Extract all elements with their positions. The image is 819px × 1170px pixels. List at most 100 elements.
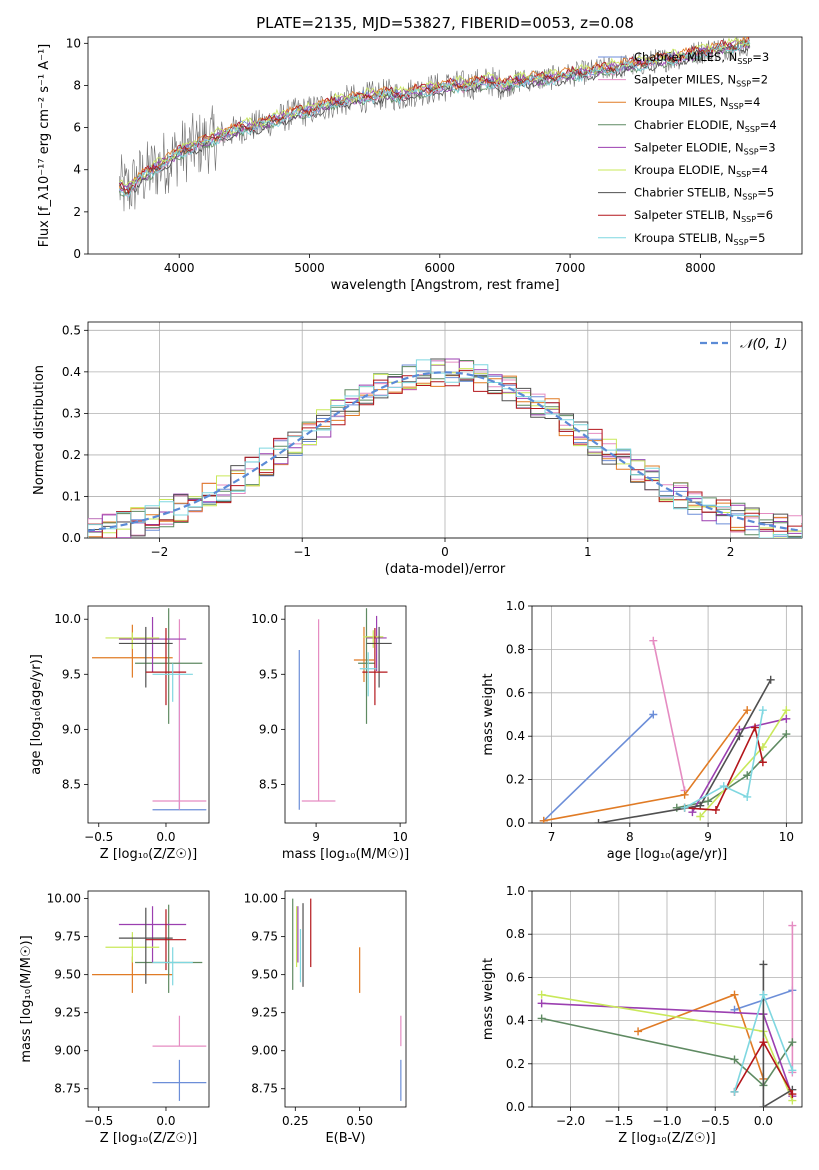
weight-marker <box>788 1066 797 1075</box>
weight-marker <box>719 782 728 791</box>
y-tick-label: 9.25 <box>54 1006 81 1020</box>
x-tick-label: 7000 <box>555 261 586 275</box>
y-tick-label: 9.5 <box>62 667 81 681</box>
axes-frame <box>87 36 803 255</box>
x-tick-label: 0.25 <box>282 1114 309 1128</box>
y-tick-label: 8 <box>73 78 81 92</box>
y-tick-label: 9.25 <box>251 1006 278 1020</box>
x-tick-label: 8 <box>626 830 634 844</box>
x-axis-label: E(B-V) <box>325 1131 365 1146</box>
axes-frame <box>284 605 407 824</box>
mass-vs-Z-chart: −0.5 0.0 8.75 9.00 9.25 9.50 9.75 10.00 Z [log₁₀… <box>19 890 210 1146</box>
weight-marker <box>711 805 720 814</box>
weight-marker <box>766 675 775 684</box>
y-tick-label: 9.75 <box>251 930 278 944</box>
y-tick-label: 0.8 <box>506 642 525 656</box>
y-tick-label: 0.6 <box>506 686 525 700</box>
weight-marker <box>743 792 752 801</box>
y-tick-label: 0.4 <box>62 365 81 379</box>
y-tick-label: 1.0 <box>506 599 525 613</box>
x-axis-label: age [log₁₀(age/yr)] <box>607 847 728 862</box>
weight-line-salpeter-stelib <box>684 725 764 811</box>
weight-marker <box>735 732 744 741</box>
y-tick-label: 8.5 <box>259 777 278 791</box>
mass-vs-ebv-chart: 0.25 0.50 8.75 9.00 9.25 9.50 9.75 10.00 E(B-V) <box>244 890 407 1146</box>
legend-label: Salpeter ELODIE, NSSP=3 <box>634 140 776 156</box>
y-tick-label: 0.2 <box>506 773 525 787</box>
weight-marker <box>649 710 658 719</box>
y-axis-label: mass [log₁₀(M/M☉)] <box>19 935 34 1062</box>
axes-frame <box>284 890 407 1108</box>
y-tick-label: 10.00 <box>244 892 278 906</box>
weight-marker <box>782 706 791 715</box>
x-tick-label: −2.0 <box>556 1114 585 1128</box>
model-line-kroupa-elodie <box>119 37 751 186</box>
weight-marker <box>537 990 546 999</box>
x-tick-label: 1 <box>584 545 592 559</box>
y-tick-label: 10.0 <box>251 612 278 626</box>
y-tick-label: 0.0 <box>506 1100 525 1114</box>
weight-line-salpeter-miles <box>652 640 686 791</box>
weight-marker <box>730 1087 739 1096</box>
legend-label: Chabrier STELIB, NSSP=5 <box>634 186 774 202</box>
y-tick-label: 10.00 <box>47 892 81 906</box>
x-axis-label: mass [log₁₀(M/M☉)] <box>282 847 409 862</box>
legend-label: Chabrier ELODIE, NSSP=4 <box>634 118 777 134</box>
weight-line-chabrier-stelib <box>762 964 793 1107</box>
weight-marker <box>696 812 705 821</box>
x-tick-label: 0.0 <box>156 830 175 844</box>
y-tick-label: 0.0 <box>62 531 81 545</box>
model-line-chabrier-stelib <box>119 44 750 194</box>
legend-label: Salpeter MILES, NSSP=2 <box>634 73 768 89</box>
y-tick-label: 1.0 <box>506 884 525 898</box>
y-tick-label: 0 <box>73 247 81 261</box>
figure-title: PLATE=2135, MJD=53827, FIBERID=0053, z=0… <box>256 14 634 32</box>
y-tick-label: 0.2 <box>506 1057 525 1071</box>
weight-line-chabrier-stelib <box>598 679 772 823</box>
weight-vs-age-chart: 7 8 9 10 0.0 0.2 0.4 0.6 0.8 1.0 age [log₁₀(age/yr… <box>481 599 803 862</box>
y-tick-label: 9.5 <box>259 667 278 681</box>
x-axis-label: Z [log₁₀(Z/Z☉)] <box>100 1131 197 1146</box>
weight-marker <box>537 999 546 1008</box>
y-tick-label: 0.4 <box>506 729 525 743</box>
legend-label: Salpeter STELIB, NSSP=6 <box>634 208 773 224</box>
y-tick-label: 0.1 <box>62 489 81 503</box>
x-tick-label: 2 <box>727 545 735 559</box>
weight-marker <box>649 636 658 645</box>
x-tick-label: 0.50 <box>346 1114 373 1128</box>
residuals-chart: −2 −1 0 1 2 0.0 0.1 0.2 0.3 0.4 0.5 (data-model)/er… <box>32 321 803 577</box>
weight-marker <box>634 1027 643 1036</box>
weight-marker <box>788 1090 797 1099</box>
y-tick-label: 9.00 <box>54 1044 81 1058</box>
weight-marker <box>680 803 689 812</box>
x-axis-label: wavelength [Angstrom, rest frame] <box>331 278 560 293</box>
x-tick-label: 4000 <box>164 261 195 275</box>
weight-marker <box>758 706 767 715</box>
x-tick-label: −0.5 <box>84 830 113 844</box>
weight-marker <box>782 714 791 723</box>
weight-marker <box>759 1038 768 1047</box>
age-vs-mass-chart: 9 10 8.5 9.0 9.5 10.0 mass [log₁₀(M/M☉)] <box>251 605 409 862</box>
y-tick-label: 8.5 <box>62 777 81 791</box>
x-axis-label: (data-model)/error <box>385 562 506 577</box>
x-tick-label: −0.5 <box>84 1114 113 1128</box>
model-line-salpeter-elodie <box>118 39 751 192</box>
x-tick-label: 5000 <box>294 261 325 275</box>
y-tick-label: 8.75 <box>54 1082 81 1096</box>
legend-label: Chabrier MILES, NSSP=3 <box>634 50 769 66</box>
y-tick-label: 9.0 <box>62 722 81 736</box>
y-tick-label: 9.75 <box>54 930 81 944</box>
weight-marker <box>672 803 681 812</box>
x-tick-label: 0.0 <box>754 1114 773 1128</box>
legend-label: Kroupa MILES, NSSP=4 <box>634 95 760 111</box>
x-tick-label: −0.5 <box>701 1114 730 1128</box>
weight-marker <box>539 816 548 823</box>
y-tick-label: 0.6 <box>506 970 525 984</box>
weight-marker <box>688 808 697 817</box>
y-tick-label: 0.2 <box>62 448 81 462</box>
x-tick-label: 6000 <box>425 261 456 275</box>
normal-reference-curve <box>87 371 803 532</box>
spectrum-chart: 4000 5000 6000 7000 8000 0 2 4 6 8 10 wavelength [A… <box>37 36 803 293</box>
model-line-kroupa-stelib <box>118 38 751 198</box>
y-axis-label: Flux [f_λ10⁻¹⁷ erg cm⁻² s⁻¹ A⁻¹] <box>37 44 52 248</box>
